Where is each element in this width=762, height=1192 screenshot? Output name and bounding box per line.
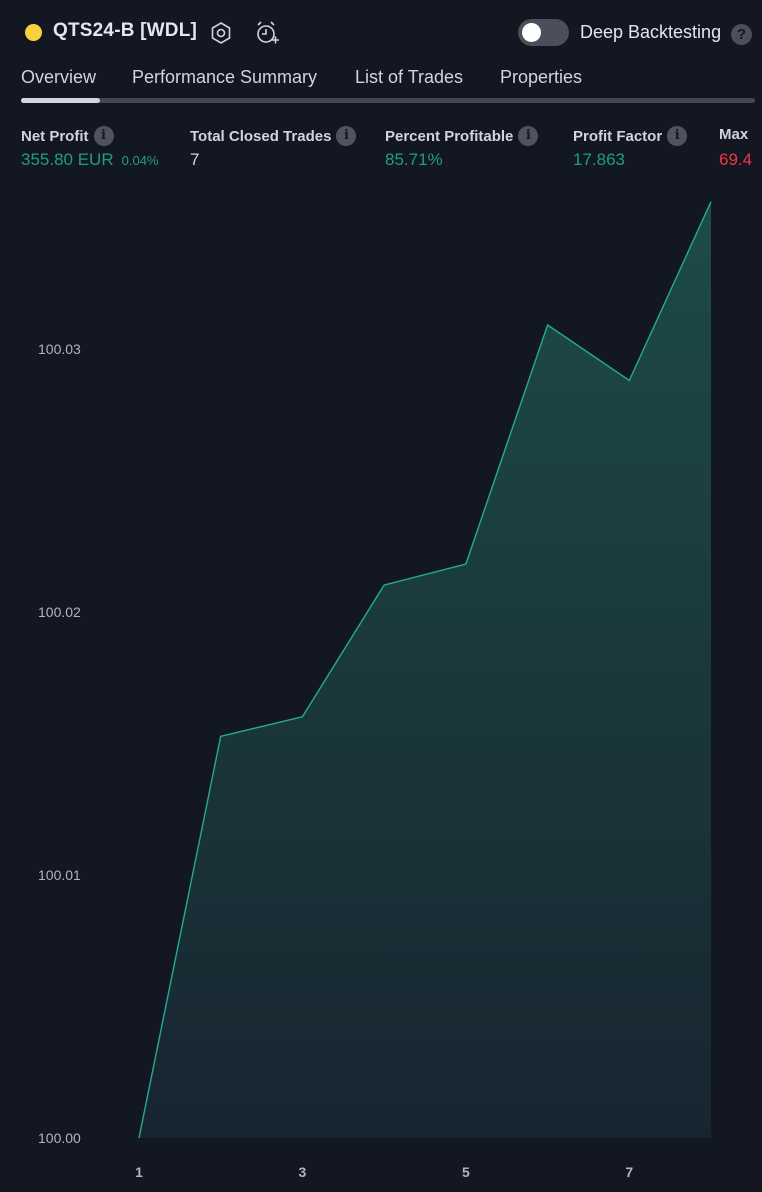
max-drawdown-value: 69.4 xyxy=(719,150,753,169)
info-icon[interactable]: i xyxy=(336,126,357,146)
deep-backtesting-toggle[interactable] xyxy=(518,19,569,46)
equity-area xyxy=(139,201,711,1138)
help-icon[interactable]: ? xyxy=(731,24,752,45)
equity-chart-svg: 100.00 100.01 100.02 100.03 1 3 5 7 xyxy=(38,201,712,1180)
percent-profitable-value: 85.71% xyxy=(385,150,443,169)
tab-list-of-trades[interactable]: List of Trades xyxy=(355,67,464,87)
tab-overview[interactable]: Overview xyxy=(21,67,97,87)
y-tick-label: 100.00 xyxy=(38,1130,81,1146)
settings-icon[interactable] xyxy=(207,19,235,47)
status-dot-icon xyxy=(25,24,42,41)
tab-track xyxy=(21,98,755,103)
x-tick-label: 1 xyxy=(135,1164,143,1180)
metric-percent: 0.04% xyxy=(121,153,159,168)
x-tick-label: 5 xyxy=(462,1164,470,1180)
equity-chart[interactable]: 100.00 100.01 100.02 100.03 1 3 5 7 xyxy=(0,180,762,1192)
metric-net-profit: Net Profit i xyxy=(21,126,114,146)
y-tick-label: 100.01 xyxy=(38,867,81,883)
strategy-title[interactable]: QTS24-B [WDL] xyxy=(53,20,198,41)
metric-total-closed-trades: Total Closed Trades i xyxy=(190,126,357,146)
equity-line xyxy=(138,201,712,1139)
info-icon[interactable]: i xyxy=(667,126,688,146)
metric-label: Total Closed Trades xyxy=(190,127,332,145)
toggle-knob xyxy=(522,23,541,42)
tab-properties[interactable]: Properties xyxy=(500,67,583,87)
tab-active-indicator xyxy=(21,98,100,103)
deep-backtesting-label[interactable]: Deep Backtesting xyxy=(580,22,722,42)
metric-label: Percent Profitable xyxy=(385,127,514,145)
metric-label: Profit Factor xyxy=(573,127,663,145)
metric-profit-factor: Profit Factor i xyxy=(573,126,688,146)
info-icon[interactable]: i xyxy=(518,126,539,146)
tab-bar: Overview Performance Summary List of Tra… xyxy=(0,64,762,104)
y-tick-label: 100.02 xyxy=(38,604,81,620)
profit-factor-value: 17.863 xyxy=(573,150,625,169)
metric-label: Max xyxy=(719,126,749,144)
metric-value: 355.80 EUR xyxy=(21,150,114,169)
add-alert-icon[interactable] xyxy=(253,19,281,47)
y-tick-label: 100.03 xyxy=(38,341,81,357)
info-icon[interactable]: i xyxy=(93,126,114,146)
metric-percent-profitable: Percent Profitable i xyxy=(385,126,539,146)
x-tick-label: 3 xyxy=(299,1164,307,1180)
metric-label: Net Profit xyxy=(21,127,89,145)
metric-max-drawdown: Max xyxy=(719,126,762,144)
x-tick-label: 7 xyxy=(625,1164,633,1180)
strategy-header: QTS24-B [WDL] Deep Backtesting ? xyxy=(0,0,762,64)
total-closed-trades-value: 7 xyxy=(190,150,200,169)
net-profit-value: 355.80 EUR 0.04% xyxy=(21,150,159,170)
tab-performance-summary[interactable]: Performance Summary xyxy=(132,67,318,87)
